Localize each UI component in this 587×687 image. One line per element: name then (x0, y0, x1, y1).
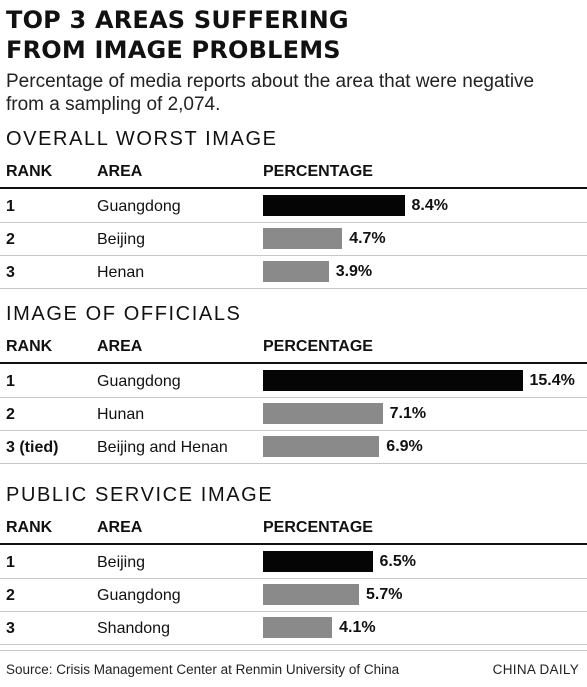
chart-subtitle: Percentage of media reports about the ar… (6, 70, 581, 116)
section-title: IMAGE OF OFFICIALS (6, 303, 242, 325)
rank-cell: 2 (6, 231, 15, 248)
header-rule (0, 362, 587, 364)
rank-cell: 2 (6, 587, 15, 604)
row-separator (0, 255, 587, 256)
area-cell: Guangdong (97, 373, 181, 390)
rank-header: RANK (6, 163, 53, 180)
row-separator (0, 222, 587, 223)
percentage-header: PERCENTAGE (263, 338, 373, 355)
row-separator (0, 644, 587, 645)
area-cell: Guangdong (97, 198, 181, 215)
row-separator (0, 430, 587, 431)
row-separator (0, 578, 587, 579)
area-cell: Beijing (97, 231, 146, 248)
table-header: RANK AREA PERCENTAGE (0, 330, 587, 362)
title-line-2: FROM IMAGE PROBLEMS (6, 36, 341, 64)
title-line-1: TOP 3 AREAS SUFFERING (6, 6, 349, 34)
area-header: AREA (97, 163, 143, 180)
area-cell: Guangdong (97, 587, 181, 604)
subtitle-line-2: from a sampling of 2,074. (6, 94, 221, 115)
source-note: Source: Crisis Management Center at Renm… (6, 662, 400, 677)
table-row: 1 Guangdong 8.4% (0, 190, 587, 223)
chart-section: OVERALL WORST IMAGE RANK AREA PERCENTAGE 1 Gu… (0, 128, 587, 298)
rank-cell: 1 (6, 554, 15, 571)
value-label: 6.9% (386, 438, 423, 455)
value-label: 3.9% (335, 263, 373, 280)
rank-header: RANK (6, 338, 53, 355)
rank-cell: 1 (6, 373, 15, 390)
value-label: 8.4% (411, 197, 448, 214)
chart-title: TOP 3 AREAS SUFFERING FROM IMAGE PROBLEM… (6, 5, 566, 65)
subtitle-line-1: Percentage of media reports about the ar… (6, 71, 535, 92)
rank-cell: 3 (tied) (6, 439, 59, 456)
bar (263, 551, 373, 572)
chart-section: IMAGE OF OFFICIALS RANK AREA PERCENTAGE 1 Gua… (0, 303, 587, 473)
chart-section: PUBLIC SERVICE IMAGE RANK AREA PERCENTAGE 1 B… (0, 484, 587, 654)
bar (263, 403, 383, 424)
area-cell: Henan (97, 264, 145, 281)
table-row: 1 Beijing 6.5% (0, 546, 587, 579)
value-label: 15.4% (529, 372, 575, 389)
area-cell: Beijing (97, 554, 146, 571)
credit: CHINA DAILY (492, 662, 579, 677)
row-separator (0, 463, 587, 464)
rank-cell: 3 (6, 264, 15, 281)
value-label: 4.1% (339, 619, 376, 636)
bar (263, 370, 523, 391)
row-separator (0, 611, 587, 612)
area-header: AREA (97, 519, 143, 536)
bar (263, 617, 333, 638)
percentage-header: PERCENTAGE (263, 519, 373, 536)
row-separator (0, 397, 587, 398)
value-label: 5.7% (366, 586, 403, 603)
table-header: RANK AREA PERCENTAGE (0, 155, 587, 187)
table-row: 3 Shandong 4.1% (0, 612, 587, 645)
rank-cell: 3 (6, 620, 15, 637)
row-separator (0, 288, 587, 289)
table-row: 2 Beijing 4.7% (0, 223, 587, 256)
table-row: 2 Guangdong 5.7% (0, 579, 587, 612)
table-row: 3 Henan 3.9% (0, 256, 587, 289)
table-row: 1 Guangdong 15.4% (0, 365, 587, 398)
bar (263, 436, 380, 457)
header-rule (0, 543, 587, 545)
percentage-header: PERCENTAGE (263, 163, 373, 180)
value-label: 7.1% (389, 405, 427, 422)
area-header: AREA (97, 338, 143, 355)
area-cell: Hunan (97, 406, 145, 423)
area-cell: Beijing and Henan (97, 439, 228, 456)
section-title: OVERALL WORST IMAGE (6, 128, 278, 150)
table-row: 3 (tied) Beijing and Henan 6.9% (0, 431, 587, 464)
rank-cell: 1 (6, 198, 15, 215)
bar (263, 584, 359, 605)
rank-header: RANK (6, 519, 53, 536)
bar (263, 261, 329, 282)
header-rule (0, 187, 587, 189)
footer-rule (0, 650, 587, 651)
bar (263, 228, 343, 249)
footer: Source: Crisis Management Center at Renm… (0, 650, 587, 687)
area-cell: Shandong (97, 620, 170, 637)
table-header: RANK AREA PERCENTAGE (0, 511, 587, 543)
value-label: 6.5% (379, 553, 416, 570)
value-label: 4.7% (349, 230, 386, 247)
rank-cell: 2 (6, 406, 15, 423)
bar (263, 195, 405, 216)
section-title: PUBLIC SERVICE IMAGE (6, 484, 274, 506)
table-row: 2 Hunan 7.1% (0, 398, 587, 431)
